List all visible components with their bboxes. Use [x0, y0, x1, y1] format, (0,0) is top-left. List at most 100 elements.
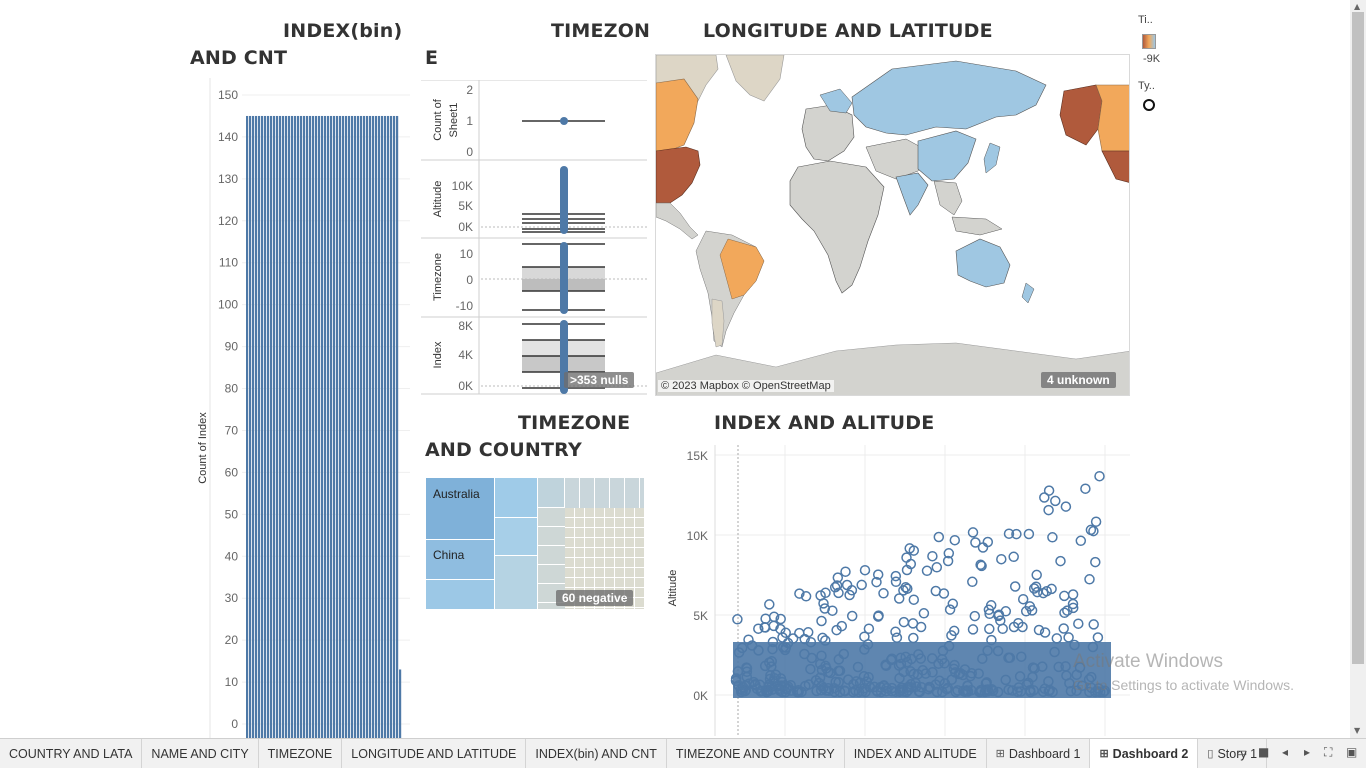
scatter-point[interactable]: [966, 668, 977, 679]
scatter-point[interactable]: [1094, 470, 1105, 482]
scatter-point[interactable]: [869, 681, 880, 693]
scatter-point[interactable]: [838, 648, 850, 660]
fullscreen-icon[interactable]: ⛶: [1324, 745, 1333, 759]
index-bar[interactable]: [351, 115, 354, 738]
scatter-point[interactable]: [743, 634, 754, 645]
tz-altitude-strip[interactable]: [560, 166, 568, 234]
show-filmstrip-icon[interactable]: ▭: [1236, 745, 1248, 759]
index-bar[interactable]: [369, 115, 372, 738]
scatter-point[interactable]: [1098, 686, 1109, 698]
scatter-point[interactable]: [815, 658, 826, 670]
scatter-point[interactable]: [764, 673, 776, 685]
scatter-point[interactable]: [927, 550, 938, 562]
scatter-point[interactable]: [755, 686, 766, 697]
scatter-point[interactable]: [856, 579, 867, 591]
index-bar[interactable]: [306, 115, 309, 738]
scatter-point[interactable]: [982, 645, 993, 656]
scatter-point[interactable]: [829, 686, 840, 698]
scatter-point[interactable]: [947, 598, 959, 610]
scatter-point[interactable]: [875, 686, 887, 698]
scatter-point[interactable]: [872, 611, 884, 622]
scatter-point[interactable]: [1061, 670, 1072, 681]
scatter-point[interactable]: [814, 672, 826, 684]
scatter-point[interactable]: [1000, 606, 1012, 617]
scatter-point[interactable]: [822, 666, 834, 678]
scatter-point[interactable]: [992, 686, 1004, 698]
scatter-point[interactable]: [1026, 605, 1038, 616]
index-bar[interactable]: [384, 115, 387, 738]
scatter-point[interactable]: [1067, 589, 1079, 600]
scatter-point[interactable]: [986, 634, 997, 646]
scatter-point[interactable]: [833, 677, 844, 688]
scatter-point[interactable]: [827, 605, 838, 616]
scatter-point[interactable]: [841, 579, 853, 591]
scatter-point[interactable]: [1033, 624, 1045, 636]
scatter-point[interactable]: [741, 662, 752, 673]
scrollbar-thumb[interactable]: [1352, 12, 1364, 664]
scatter-point[interactable]: [1065, 685, 1077, 697]
scatter-point[interactable]: [1086, 671, 1097, 683]
index-bar[interactable]: [318, 115, 321, 738]
index-bar[interactable]: [333, 115, 336, 738]
scatter-point[interactable]: [983, 604, 995, 616]
scatter-point[interactable]: [938, 588, 950, 599]
scatter-point[interactable]: [833, 587, 844, 599]
scatter-point[interactable]: [1004, 652, 1016, 664]
scatter-point[interactable]: [781, 682, 793, 694]
scatter-point[interactable]: [1049, 646, 1060, 658]
scatter-point[interactable]: [962, 680, 973, 691]
scatter-point[interactable]: [862, 639, 874, 650]
scatter-point[interactable]: [908, 632, 919, 644]
scatter-point[interactable]: [1025, 686, 1036, 698]
scatter-point[interactable]: [819, 603, 831, 614]
scatter-point[interactable]: [793, 684, 804, 696]
treemap-cell[interactable]: [565, 478, 644, 508]
treemap-cell[interactable]: [495, 556, 538, 609]
scatter-point[interactable]: [794, 588, 805, 599]
scatter-point[interactable]: [860, 686, 871, 698]
scatter-point[interactable]: [1083, 674, 1095, 685]
scatter-point[interactable]: [1047, 532, 1058, 543]
scatter-point[interactable]: [900, 582, 911, 593]
scatter-point[interactable]: [1063, 632, 1074, 643]
scatter-point[interactable]: [753, 645, 764, 656]
index-bar[interactable]: [288, 115, 291, 738]
scatter-point[interactable]: [975, 686, 987, 697]
scatter-point[interactable]: [1037, 686, 1049, 697]
index-bar[interactable]: [276, 115, 279, 738]
index-bar[interactable]: [309, 115, 312, 738]
scatter-point[interactable]: [848, 679, 859, 690]
scatter-point[interactable]: [941, 683, 952, 695]
index-bar[interactable]: [300, 115, 303, 738]
tab-index-bin-and-cnt[interactable]: INDEX(bin) AND CNT: [526, 739, 667, 768]
scatter-point[interactable]: [924, 682, 936, 693]
scatter-point[interactable]: [1090, 556, 1101, 568]
scatter-point[interactable]: [1053, 661, 1064, 673]
tab-timezone[interactable]: TIMEZONE: [259, 739, 343, 768]
treemap-cell-china[interactable]: [426, 540, 495, 580]
scatter-point[interactable]: [766, 680, 777, 692]
presentation-icon[interactable]: ▣: [1346, 745, 1358, 759]
scatter-point[interactable]: [782, 637, 794, 649]
scatter-point[interactable]: [737, 682, 749, 693]
scatter-point[interactable]: [1009, 581, 1021, 592]
nulls-badge[interactable]: >353 nulls: [564, 372, 635, 388]
index-bar[interactable]: [378, 115, 381, 738]
scatter-point[interactable]: [852, 661, 864, 673]
index-bar[interactable]: [399, 669, 402, 738]
index-bar[interactable]: [282, 115, 285, 738]
scatter-point[interactable]: [780, 627, 791, 639]
scatter-point[interactable]: [863, 623, 875, 634]
scatter-point[interactable]: [908, 594, 920, 605]
index-altitude-scatter[interactable]: 15K 10K 5K 0K Altitude: [660, 440, 1134, 736]
scatter-point[interactable]: [890, 626, 901, 638]
scatter-point[interactable]: [818, 598, 829, 609]
scatter-point[interactable]: [931, 562, 943, 573]
scatter-point[interactable]: [1028, 583, 1040, 594]
scatter-point[interactable]: [1087, 641, 1099, 653]
scatter-point[interactable]: [753, 623, 764, 634]
scatter-point[interactable]: [908, 545, 920, 556]
scatter-point[interactable]: [768, 611, 780, 623]
next-sheet-icon[interactable]: ▸: [1304, 745, 1311, 759]
index-bar[interactable]: [252, 115, 255, 738]
